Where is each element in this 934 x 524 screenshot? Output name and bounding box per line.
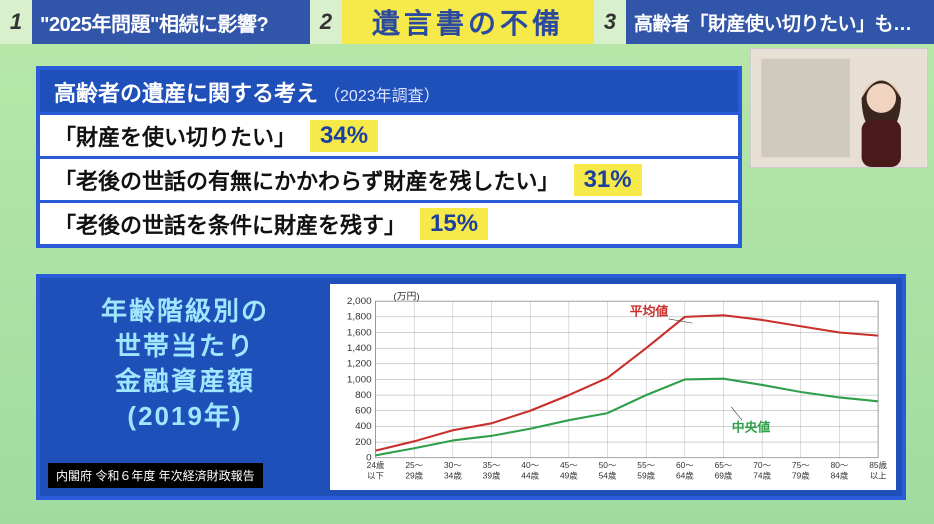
tab-3-number: 3 xyxy=(594,0,626,44)
svg-text:800: 800 xyxy=(355,390,372,401)
chart-box: 年齢階級別の 世帯当たり 金融資産額 (2019年) 内閣府 令和６年度 年次経… xyxy=(36,274,906,500)
tab-1-number: 1 xyxy=(0,0,32,44)
svg-text:75〜: 75〜 xyxy=(792,461,810,470)
survey-box: 高齢者の遺産に関する考え （2023年調査） 「財産を使い切りたい」 34% 「老後… xyxy=(36,66,742,248)
tab-1-label: "2025年問題"相続に影響? xyxy=(32,0,310,44)
tab-2[interactable]: 2 遺言書の不備 xyxy=(310,0,594,44)
chart-plot: 02004006008001,0001,2001,4001,6001,8002,… xyxy=(330,284,896,490)
tab-2-number: 2 xyxy=(310,0,342,44)
svg-text:44歳: 44歳 xyxy=(521,471,539,481)
survey-row: 「老後の世話を条件に財産を残す」 15% xyxy=(40,200,738,244)
tab-2-label: 遺言書の不備 xyxy=(342,0,594,44)
survey-row: 「老後の世話の有無にかかわらず財産を残したい」 31% xyxy=(40,156,738,200)
svg-text:40〜: 40〜 xyxy=(521,461,539,470)
survey-header-main: 高齢者の遺産に関する考え xyxy=(54,76,318,108)
svg-text:以上: 以上 xyxy=(870,472,887,481)
chart-citation: 内閣府 令和６年度 年次経済財政報告 xyxy=(48,463,263,488)
survey-row-pct: 15% xyxy=(420,208,488,240)
svg-text:74歳: 74歳 xyxy=(753,471,771,481)
svg-text:1,200: 1,200 xyxy=(347,359,372,370)
svg-text:1,600: 1,600 xyxy=(347,328,372,339)
svg-text:69歳: 69歳 xyxy=(715,471,733,481)
svg-text:70〜: 70〜 xyxy=(753,461,771,470)
survey-row-label: 「財産を使い切りたい」 xyxy=(54,120,296,152)
tab-1[interactable]: 1 "2025年問題"相続に影響? xyxy=(0,0,310,44)
svg-text:1,400: 1,400 xyxy=(347,343,372,354)
svg-text:79歳: 79歳 xyxy=(792,471,810,481)
svg-text:1,800: 1,800 xyxy=(347,312,372,323)
survey-row-pct: 34% xyxy=(310,120,378,152)
svg-text:59歳: 59歳 xyxy=(637,471,655,481)
svg-text:84歳: 84歳 xyxy=(831,471,849,481)
tab-3[interactable]: 3 高齢者「財産使い切りたい」も… xyxy=(594,0,934,44)
svg-text:80〜: 80〜 xyxy=(831,461,849,470)
svg-text:平均値: 平均値 xyxy=(630,304,669,319)
svg-text:35〜: 35〜 xyxy=(483,461,501,470)
svg-text:2,000: 2,000 xyxy=(347,296,372,307)
svg-text:25〜: 25〜 xyxy=(405,461,423,470)
svg-text:1,000: 1,000 xyxy=(347,374,372,385)
svg-text:600: 600 xyxy=(355,406,372,417)
survey-rows: 「財産を使い切りたい」 34% 「老後の世話の有無にかかわらず財産を残したい」 31%… xyxy=(40,112,738,244)
tab-3-label: 高齢者「財産使い切りたい」も… xyxy=(626,0,934,44)
presenter-thumbnail xyxy=(750,48,928,168)
survey-row-label: 「老後の世話の有無にかかわらず財産を残したい」 xyxy=(54,164,560,196)
svg-text:中央値: 中央値 xyxy=(732,420,771,435)
svg-text:以下: 以下 xyxy=(367,472,384,481)
chart-title-panel: 年齢階級別の 世帯当たり 金融資産額 (2019年) 内閣府 令和６年度 年次経… xyxy=(40,278,330,496)
chart-title: 年齢階級別の 世帯当たり 金融資産額 (2019年) xyxy=(48,294,322,434)
survey-row-label: 「老後の世話を条件に財産を残す」 xyxy=(54,208,406,240)
svg-text:64歳: 64歳 xyxy=(676,471,694,481)
svg-text:49歳: 49歳 xyxy=(560,471,578,481)
svg-text:55〜: 55〜 xyxy=(637,461,655,470)
svg-text:60〜: 60〜 xyxy=(676,461,694,470)
survey-row: 「財産を使い切りたい」 34% xyxy=(40,112,738,156)
svg-text:54歳: 54歳 xyxy=(599,471,617,481)
topbar: 1 "2025年問題"相続に影響? 2 遺言書の不備 3 高齢者「財産使い切りた… xyxy=(0,0,934,44)
page-root: 1 "2025年問題"相続に影響? 2 遺言書の不備 3 高齢者「財産使い切りた… xyxy=(0,0,934,524)
survey-header-sub: （2023年調査） xyxy=(324,82,440,106)
svg-text:85歳: 85歳 xyxy=(869,460,887,470)
svg-text:400: 400 xyxy=(355,421,372,432)
svg-text:65〜: 65〜 xyxy=(715,461,733,470)
svg-text:45〜: 45〜 xyxy=(560,461,578,470)
svg-text:200: 200 xyxy=(355,437,372,448)
survey-row-pct: 31% xyxy=(574,164,642,196)
svg-text:50〜: 50〜 xyxy=(599,461,617,470)
svg-text:30〜: 30〜 xyxy=(444,461,462,470)
svg-text:39歳: 39歳 xyxy=(483,471,501,481)
svg-text:24歳: 24歳 xyxy=(367,460,385,470)
survey-header: 高齢者の遺産に関する考え （2023年調査） xyxy=(40,70,738,112)
svg-text:(万円): (万円) xyxy=(393,292,419,303)
svg-text:34歳: 34歳 xyxy=(444,471,462,481)
svg-text:29歳: 29歳 xyxy=(405,471,423,481)
